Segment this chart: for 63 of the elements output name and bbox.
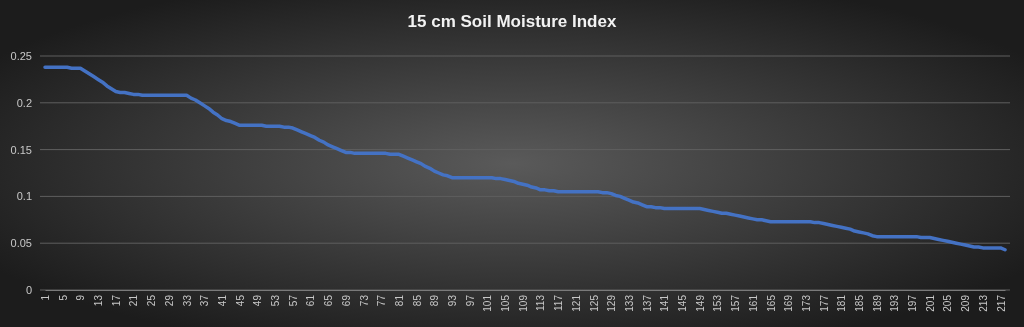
x-tick-label: 209 <box>960 294 972 312</box>
x-tick-label: 173 <box>800 294 812 312</box>
x-tick-label: 177 <box>818 294 830 312</box>
x-tick-label: 133 <box>623 294 635 312</box>
x-tick-label: 25 <box>146 294 158 307</box>
x-tick-label: 49 <box>252 294 264 307</box>
x-tick-label: 13 <box>93 294 105 307</box>
x-tick-label: 213 <box>977 294 989 312</box>
line-series <box>43 65 1007 252</box>
x-tick-label: 153 <box>712 294 724 312</box>
x-tick-label: 165 <box>765 294 777 312</box>
x-tick-label: 61 <box>305 294 317 307</box>
x-tick-label: 161 <box>747 294 759 312</box>
x-tick-label: 97 <box>464 294 476 307</box>
x-tick-label: 9 <box>75 294 87 301</box>
x-tick-label: 37 <box>199 294 211 307</box>
y-tick-label: 0.25 <box>10 50 32 63</box>
x-tick-label: 29 <box>163 294 175 307</box>
x-tick-label: 85 <box>411 294 423 307</box>
x-tick-label: 181 <box>836 294 848 312</box>
x-tick-label: 65 <box>323 294 335 307</box>
x-tick-label: 193 <box>889 294 901 312</box>
x-tick-label: 145 <box>677 294 689 312</box>
y-tick-label: 0.1 <box>16 190 32 203</box>
x-tick-label: 121 <box>570 294 582 312</box>
y-tick-label: 0.15 <box>10 143 32 156</box>
x-tick-label: 125 <box>588 294 600 312</box>
x-tick-label: 129 <box>606 294 618 312</box>
x-tick-label: 17 <box>110 294 122 307</box>
x-tick-label: 77 <box>376 294 388 307</box>
x-tick-label: 185 <box>854 294 866 312</box>
x-tick-label: 197 <box>907 294 919 312</box>
x-tick-label: 169 <box>783 294 795 312</box>
x-tick-label: 45 <box>234 294 246 307</box>
x-tick-label: 33 <box>181 294 193 307</box>
chart-title: 15 cm Soil Moisture Index <box>407 12 617 31</box>
x-tick-label: 21 <box>128 294 140 307</box>
x-tick-label: 109 <box>517 294 529 312</box>
x-tick-label: 205 <box>942 294 954 312</box>
x-tick-label: 1 <box>40 294 51 301</box>
x-tick-label: 57 <box>287 294 299 307</box>
y-tick-label: 0.2 <box>16 96 32 109</box>
x-tick-label: 73 <box>358 294 370 307</box>
x-tick-label: 41 <box>216 294 228 307</box>
y-tick-label: 0 <box>25 284 32 297</box>
x-tick-label: 89 <box>429 294 441 307</box>
x-tick-label: 69 <box>340 294 352 307</box>
x-tick-label: 53 <box>270 294 282 307</box>
x-tick-label: 217 <box>995 294 1007 312</box>
x-tick-label: 201 <box>924 294 936 312</box>
x-tick-label: 113 <box>535 294 547 311</box>
x-tick-label: 117 <box>553 294 565 311</box>
y-tick-label: 0.05 <box>10 237 32 250</box>
x-tick-label: 93 <box>447 294 458 307</box>
x-tick-label: 105 <box>500 294 512 312</box>
x-tick-label: 189 <box>871 294 883 312</box>
x-tick-label: 81 <box>393 294 405 307</box>
x-tick-label: 157 <box>730 294 742 312</box>
x-tick-label: 149 <box>694 294 706 312</box>
x-tick-label: 137 <box>641 294 653 312</box>
x-tick-label: 141 <box>659 294 671 312</box>
x-tick-label: 5 <box>57 294 69 301</box>
x-tick-label: 101 <box>482 294 494 312</box>
